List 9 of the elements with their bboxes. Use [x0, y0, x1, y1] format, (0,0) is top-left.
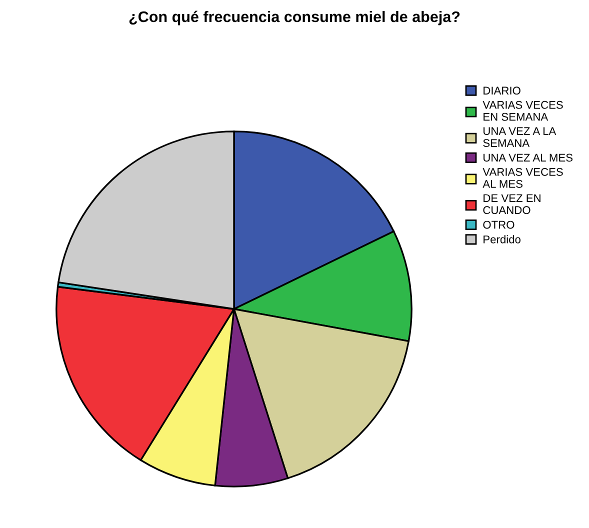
legend-label: DIARIO — [484, 86, 520, 95]
legend-label: Perdido — [484, 235, 520, 244]
legend-label: UNA VEZ A LA SEMANA — [483, 127, 556, 147]
legend-label: VARIAS VECES EN SEMANA — [482, 100, 563, 121]
chart-title: ¿Con qué frecuencia consume miel de abeja? — [129, 10, 460, 26]
legend-label: DE VEZ EN CUANDO — [483, 194, 540, 214]
legend-label: VARIAS VECES AL MES — [482, 168, 563, 188]
legend-label: UNA VEZ AL MES — [484, 154, 573, 162]
legend-label: OTRO — [483, 220, 514, 229]
